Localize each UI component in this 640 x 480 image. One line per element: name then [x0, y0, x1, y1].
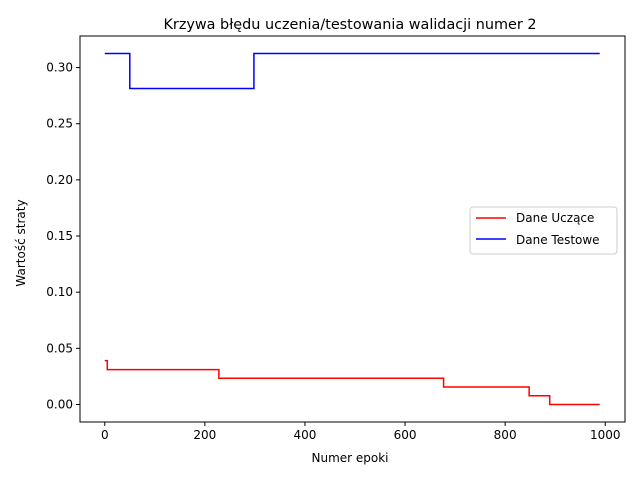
legend: Dane Uczące Dane Testowe [469, 206, 618, 255]
legend-label-test: Dane Testowe [516, 233, 600, 247]
legend-box [469, 206, 618, 255]
plot-frame [79, 35, 626, 423]
series-line-train [104, 359, 600, 406]
x-tick-label: 0 [101, 428, 109, 442]
y-axis-title: Wartość straty [14, 199, 28, 286]
x-tick-label: 400 [294, 428, 317, 442]
x-tick-label: 600 [394, 428, 417, 442]
y-tick-label: 0.00 [46, 397, 73, 411]
chart-title: Krzywa błędu uczenia/testowania walidacj… [163, 17, 536, 33]
y-tick-label: 0.15 [46, 229, 73, 243]
x-axis: 0 200 400 600 800 1000 [101, 422, 621, 442]
y-tick-label: 0.10 [46, 285, 73, 299]
y-tick-label: 0.25 [46, 117, 73, 131]
legend-label-train: Dane Uczące [516, 211, 594, 225]
x-tick-label: 200 [193, 428, 216, 442]
series-layer [104, 52, 600, 406]
x-axis-title: Numer epoki [311, 451, 388, 465]
plot-area [79, 35, 626, 423]
y-tick-label: 0.05 [46, 341, 73, 355]
y-tick-label: 0.20 [46, 173, 73, 187]
y-tick-label: 0.30 [46, 61, 73, 75]
y-axis: 0.00 0.05 0.10 0.15 0.20 0.25 0.30 [46, 61, 80, 411]
x-tick-label: 800 [494, 428, 517, 442]
x-tick-label: 1000 [590, 428, 621, 442]
series-line-test [104, 52, 600, 90]
